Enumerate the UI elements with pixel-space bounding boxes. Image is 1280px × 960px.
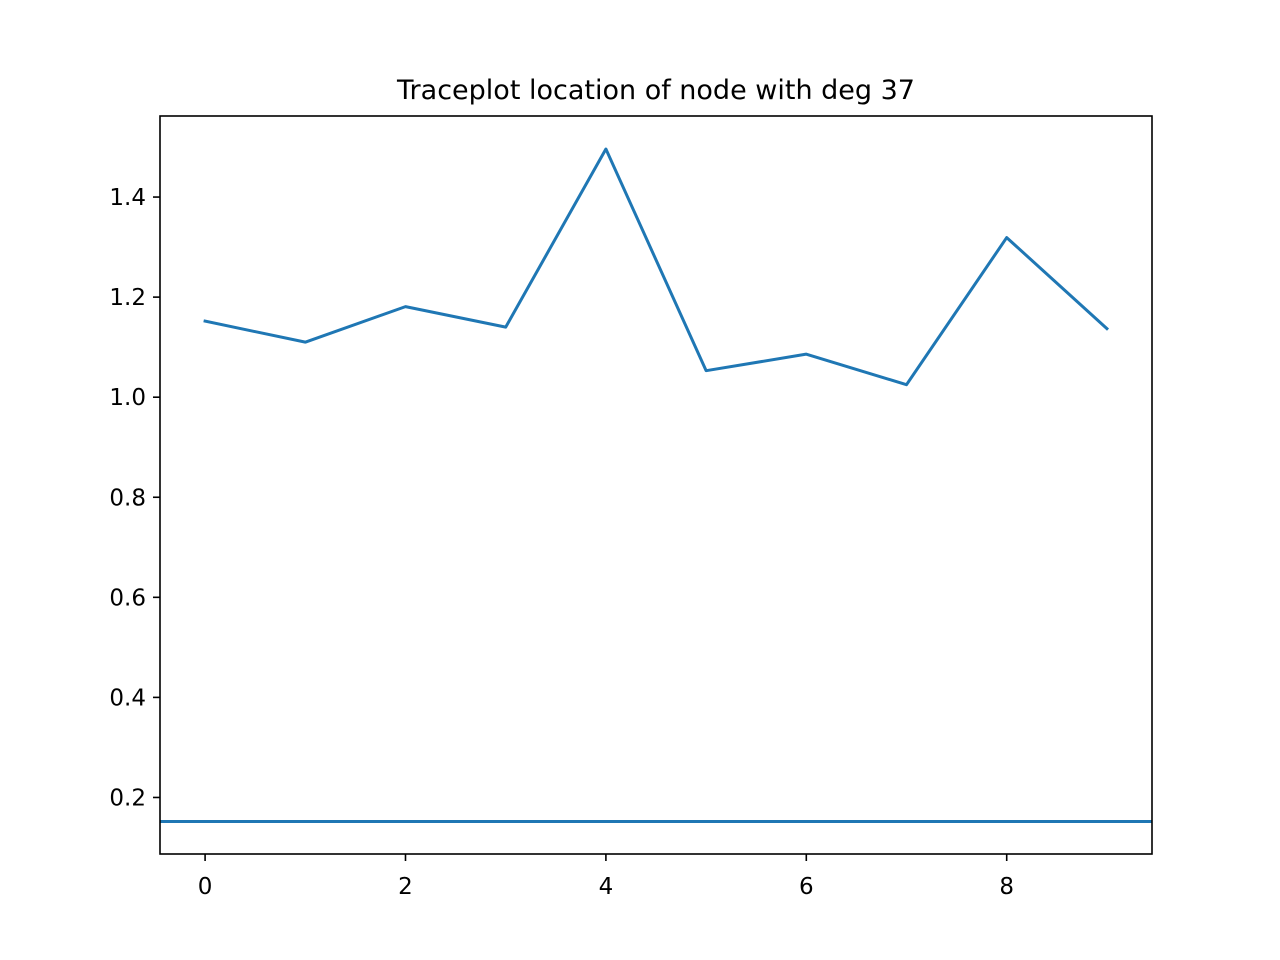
x-tick-label: 6 xyxy=(799,874,814,900)
x-tick-label: 0 xyxy=(198,874,213,900)
x-tick-label: 2 xyxy=(398,874,413,900)
y-tick-label: 0.8 xyxy=(109,485,146,511)
y-tick-label: 1.2 xyxy=(109,285,146,311)
chart-title: Traceplot location of node with deg 37 xyxy=(396,75,915,106)
y-tick-label: 1.0 xyxy=(109,385,146,411)
plot-area: 0 2 4 6 8 0.2 0.4 0.6 0.8 1.0 1.2 1.4 xyxy=(109,115,1153,900)
y-tick-label: 0.6 xyxy=(109,585,146,611)
y-tick-label: 0.2 xyxy=(109,785,146,811)
series-line-0 xyxy=(203,147,1110,387)
y-tick-label: 1.4 xyxy=(109,185,146,211)
x-tick-label: 8 xyxy=(999,874,1014,900)
x-tick-label: 4 xyxy=(599,874,614,900)
axes-frame xyxy=(159,115,1153,855)
y-tick-label: 0.4 xyxy=(109,685,146,711)
